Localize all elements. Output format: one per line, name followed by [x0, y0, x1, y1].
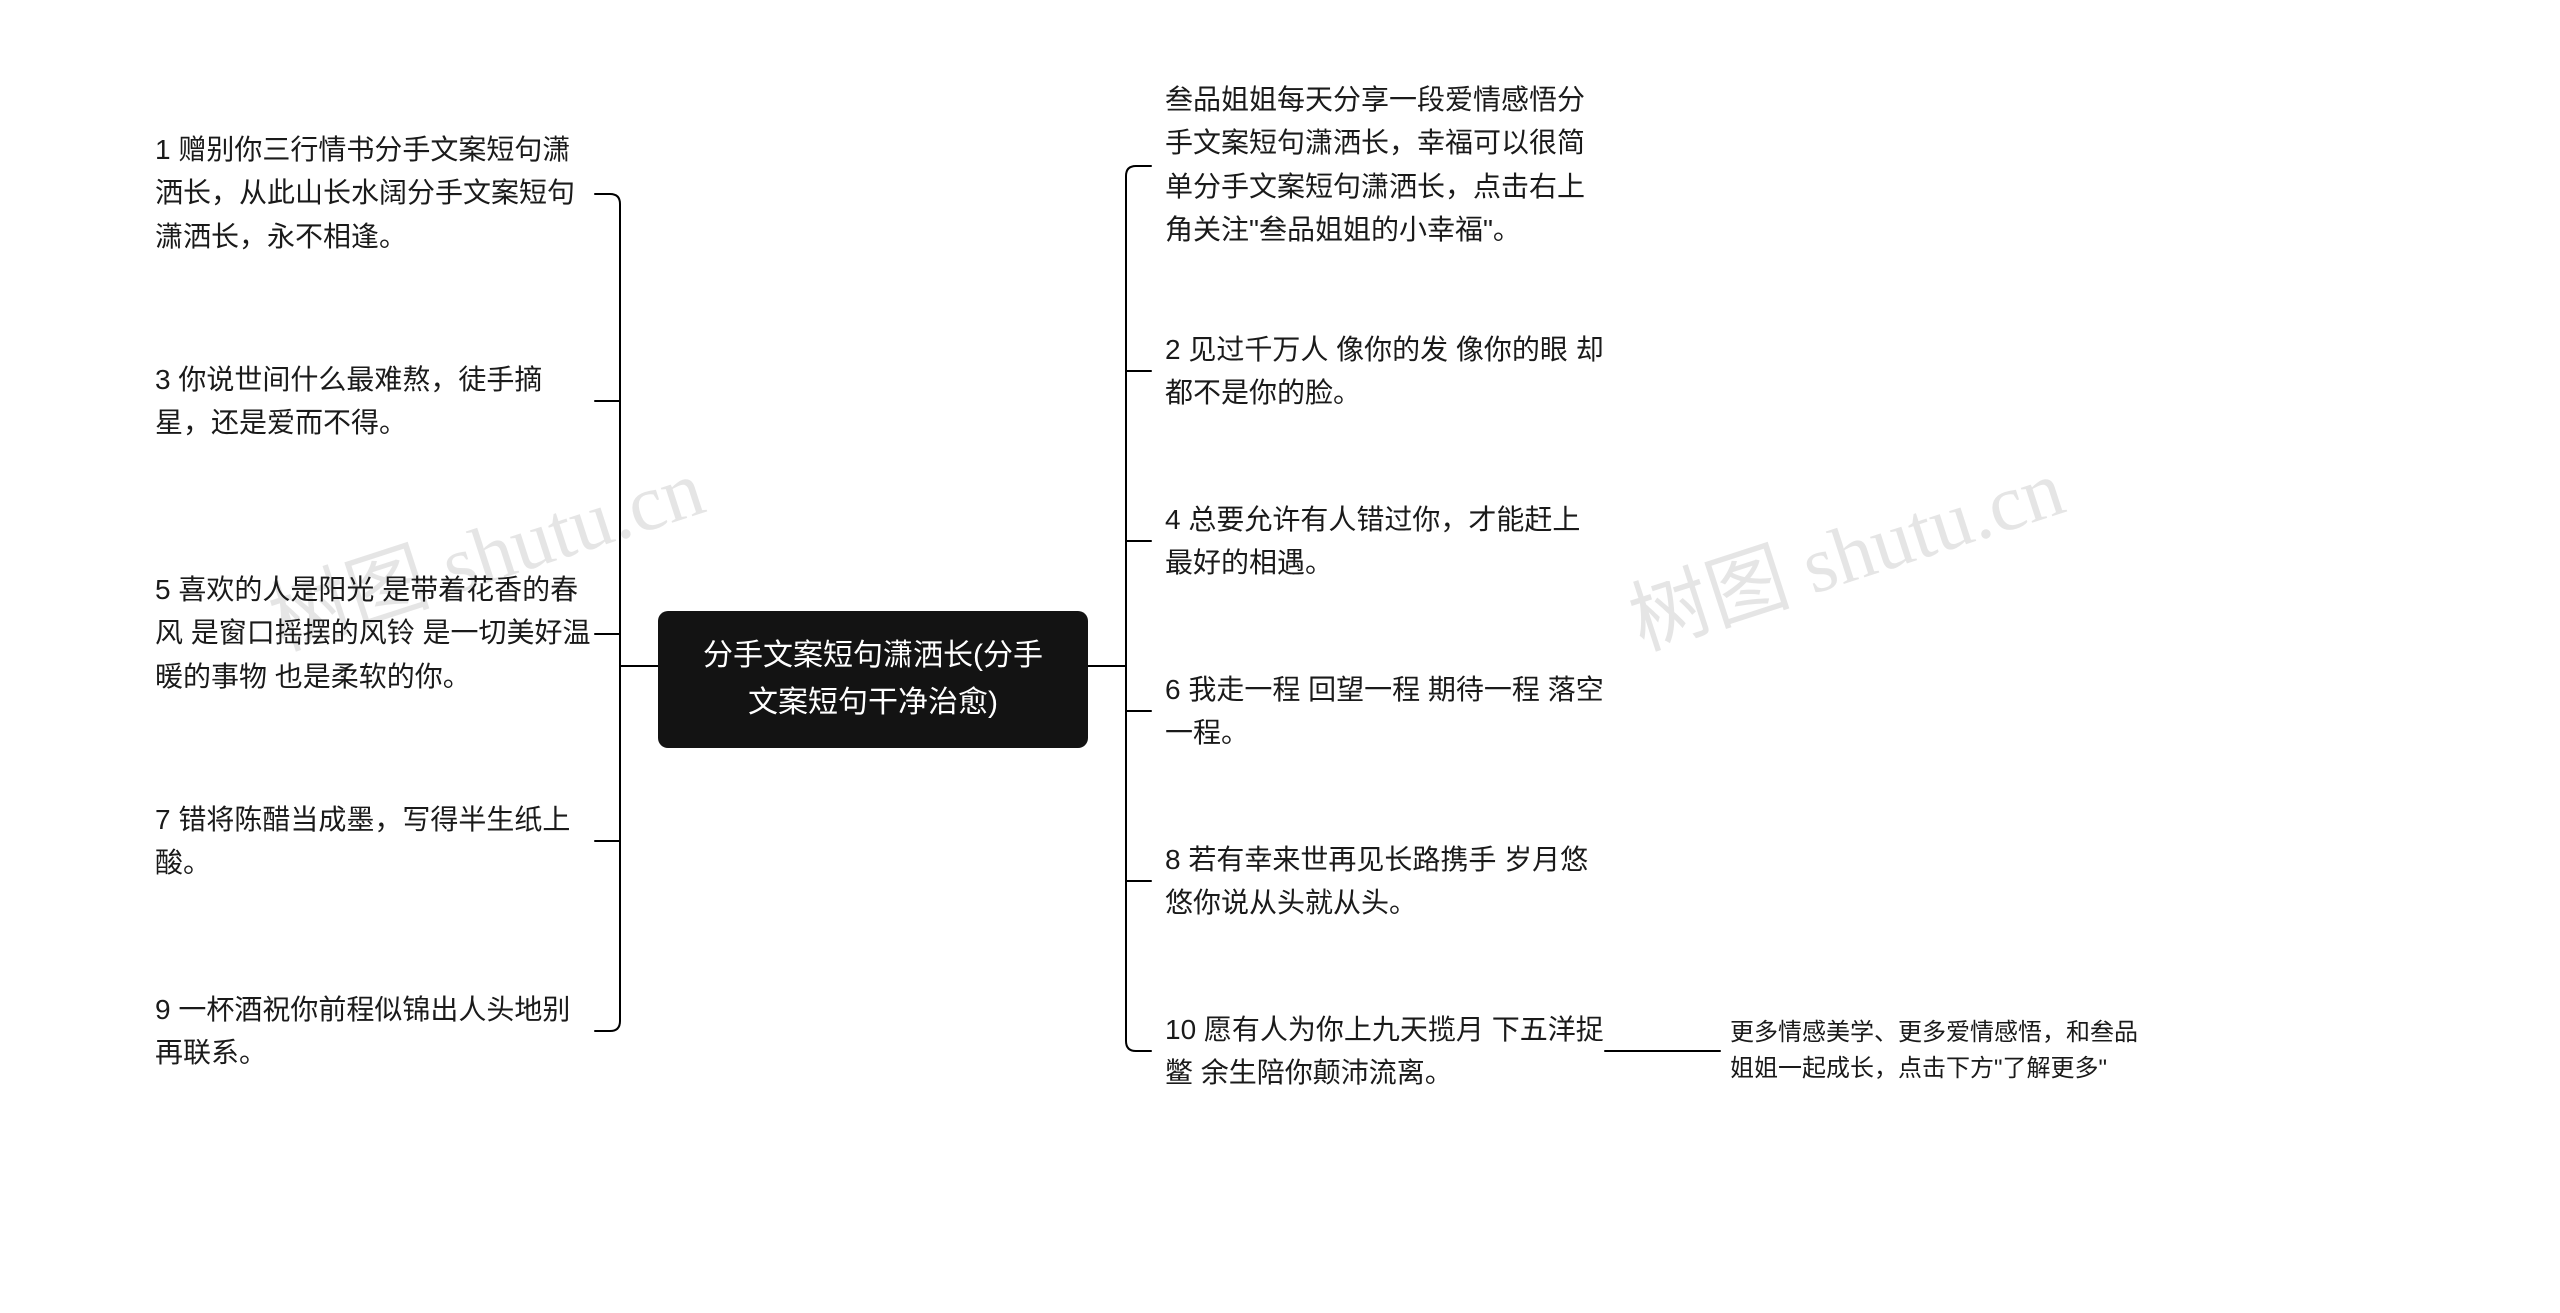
- left-node-3[interactable]: 7 错将陈醋当成墨，写得半生纸上酸。: [155, 798, 595, 885]
- right-node-1[interactable]: 2 见过千万人 像你的发 像你的眼 却都不是你的脸。: [1165, 328, 1605, 415]
- right-node-4[interactable]: 8 若有幸来世再见长路携手 岁月悠悠你说从头就从头。: [1165, 838, 1605, 925]
- right-node-5-child[interactable]: 更多情感美学、更多爱情感悟，和叁品姐姐一起成长，点击下方"了解更多": [1730, 1015, 2150, 1087]
- left-node-1[interactable]: 3 你说世间什么最难熬，徒手摘星，还是爱而不得。: [155, 358, 595, 445]
- right-node-5[interactable]: 10 愿有人为你上九天揽月 下五洋捉鳖 余生陪你颠沛流离。: [1165, 1008, 1605, 1095]
- left-node-0[interactable]: 1 赠别你三行情书分手文案短句潇洒长，从此山长水阔分手文案短句潇洒长，永不相逢。: [155, 128, 595, 258]
- right-node-3[interactable]: 6 我走一程 回望一程 期待一程 落空一程。: [1165, 668, 1605, 755]
- watermark-2: 树图 shutu.cn: [1613, 423, 2076, 672]
- left-node-2[interactable]: 5 喜欢的人是阳光 是带着花香的春风 是窗口摇摆的风铃 是一切美好温暖的事物 也…: [155, 568, 595, 698]
- center-node[interactable]: 分手文案短句潇洒长(分手文案短句干净治愈): [658, 611, 1088, 748]
- right-node-2[interactable]: 4 总要允许有人错过你，才能赶上最好的相遇。: [1165, 498, 1605, 585]
- right-node-0[interactable]: 叁品姐姐每天分享一段爱情感悟分手文案短句潇洒长，幸福可以很简单分手文案短句潇洒长…: [1165, 78, 1605, 252]
- left-node-4[interactable]: 9 一杯酒祝你前程似锦出人头地别再联系。: [155, 988, 595, 1075]
